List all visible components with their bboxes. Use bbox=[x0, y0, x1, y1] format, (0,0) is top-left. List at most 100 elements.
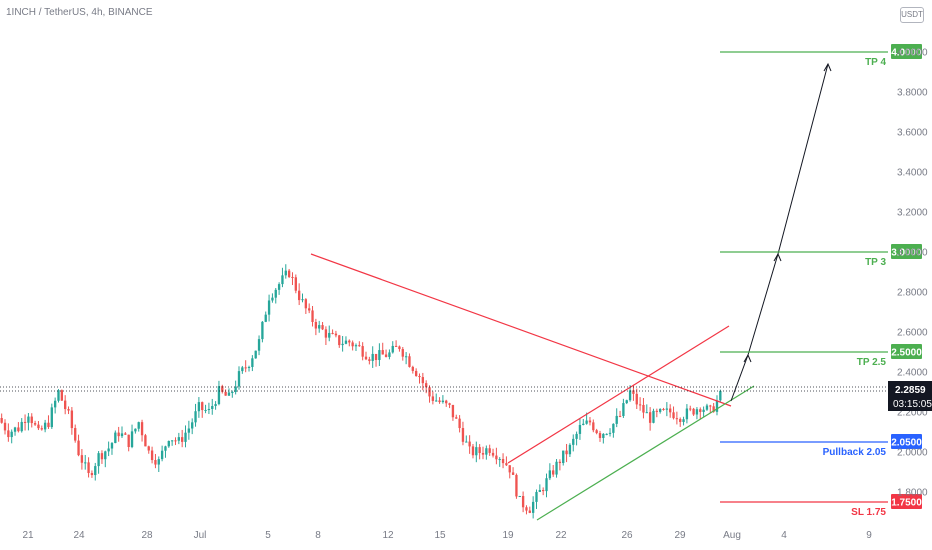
candle-body bbox=[13, 427, 17, 432]
candle-body bbox=[572, 438, 575, 445]
candle-body bbox=[251, 358, 254, 367]
candle-body bbox=[267, 300, 271, 315]
candle-body bbox=[84, 462, 87, 464]
candle-body bbox=[625, 400, 628, 404]
candle-body bbox=[602, 433, 605, 438]
candle-body bbox=[297, 290, 301, 301]
candle-body bbox=[682, 419, 685, 422]
last-price-tag-bg bbox=[888, 381, 932, 411]
y-tick-label: 3.2000 bbox=[897, 208, 928, 219]
candle-body bbox=[622, 403, 625, 416]
candle-body bbox=[445, 400, 448, 404]
candle-body bbox=[525, 507, 528, 511]
candle-body bbox=[712, 406, 715, 412]
y-tick-label: 3.6000 bbox=[897, 128, 928, 139]
candle-body bbox=[104, 451, 107, 460]
candle-body bbox=[324, 329, 328, 338]
last-price-tag: 2.2859 03:15:05 bbox=[888, 381, 932, 411]
y-tick-label: 1.8000 bbox=[897, 488, 928, 499]
candle-body bbox=[201, 402, 204, 411]
currency-badge[interactable]: USDT bbox=[900, 7, 924, 23]
candle-body bbox=[508, 465, 511, 473]
candle-body bbox=[40, 428, 43, 430]
candle-body bbox=[100, 453, 104, 460]
candle-body bbox=[187, 428, 191, 433]
candle-body bbox=[515, 474, 518, 497]
candle-body bbox=[181, 437, 184, 442]
candle-body bbox=[318, 325, 321, 329]
level-label: Pullback 2.05 bbox=[823, 447, 887, 458]
candle-body bbox=[311, 310, 314, 322]
candle-body bbox=[531, 501, 535, 513]
candle-body bbox=[418, 375, 421, 378]
candle-body bbox=[274, 289, 277, 298]
candle-body bbox=[124, 433, 127, 435]
candle-body bbox=[431, 396, 435, 401]
candle-body bbox=[548, 470, 552, 479]
x-tick-label: 28 bbox=[141, 530, 153, 541]
y-tick-label: 3.4000 bbox=[897, 168, 928, 179]
candle-body bbox=[438, 400, 441, 403]
candle-body bbox=[428, 387, 431, 397]
y-tick-label: 2.8000 bbox=[897, 288, 928, 299]
candle-body bbox=[221, 386, 224, 392]
candle-body bbox=[451, 404, 455, 418]
candle-body bbox=[568, 444, 572, 455]
candle-body bbox=[648, 412, 652, 423]
candle-body bbox=[374, 353, 378, 360]
x-tick-label: Jul bbox=[194, 530, 207, 541]
candle-body bbox=[521, 496, 525, 508]
level-price-tag bbox=[891, 244, 922, 259]
candle-body bbox=[408, 356, 411, 367]
level-price-tag-text: 4.0000 bbox=[891, 48, 922, 59]
candle-body bbox=[465, 441, 468, 443]
arrow-head bbox=[823, 62, 832, 72]
level-price-tag-text: 2.5000 bbox=[891, 348, 922, 359]
candle-body bbox=[237, 371, 241, 387]
candle-body bbox=[60, 390, 64, 401]
candle-body bbox=[435, 400, 438, 402]
candle-body bbox=[528, 510, 531, 513]
candle-body bbox=[555, 461, 558, 475]
candle-body bbox=[30, 416, 33, 424]
candle-body bbox=[598, 433, 602, 438]
candle-body bbox=[441, 400, 445, 403]
candle-body bbox=[518, 496, 521, 498]
candle-body bbox=[381, 350, 384, 355]
candle-body bbox=[565, 450, 568, 455]
candle-body bbox=[672, 412, 675, 419]
candle-body bbox=[217, 386, 221, 405]
level-label: TP 2.5 bbox=[857, 357, 887, 368]
candle-body bbox=[615, 415, 618, 424]
candle-body bbox=[140, 422, 144, 436]
candle-body bbox=[618, 415, 622, 417]
candle-body bbox=[679, 419, 682, 422]
candle-body bbox=[488, 448, 491, 453]
level-price-tag-text: 2.0500 bbox=[891, 438, 922, 449]
candle-body bbox=[715, 400, 719, 412]
candle-body bbox=[87, 462, 90, 474]
candle-body bbox=[10, 431, 13, 438]
time-axis: 21 24 28 Jul 5 8 12 15 19 22 26 29 Aug 4 9 bbox=[22, 530, 872, 541]
candle-body bbox=[204, 410, 207, 412]
candle-body bbox=[261, 321, 264, 340]
x-tick-label: 4 bbox=[781, 530, 787, 541]
candle-body bbox=[364, 356, 368, 360]
candle-body bbox=[227, 392, 231, 396]
candle-body bbox=[231, 391, 234, 393]
candle-body bbox=[461, 428, 465, 442]
candle-body bbox=[197, 402, 201, 412]
candle-body bbox=[538, 490, 541, 492]
candle-body bbox=[334, 333, 338, 336]
candle-body bbox=[411, 366, 414, 371]
candle-body bbox=[328, 332, 331, 338]
candle-body bbox=[77, 440, 80, 456]
candle-body bbox=[127, 434, 130, 448]
y-tick-label: 4.0000 bbox=[897, 48, 928, 59]
candle-body bbox=[304, 299, 308, 309]
candle-body bbox=[475, 447, 478, 456]
candle-body bbox=[277, 284, 281, 290]
candle-body bbox=[17, 427, 20, 432]
candle-body bbox=[558, 461, 562, 464]
